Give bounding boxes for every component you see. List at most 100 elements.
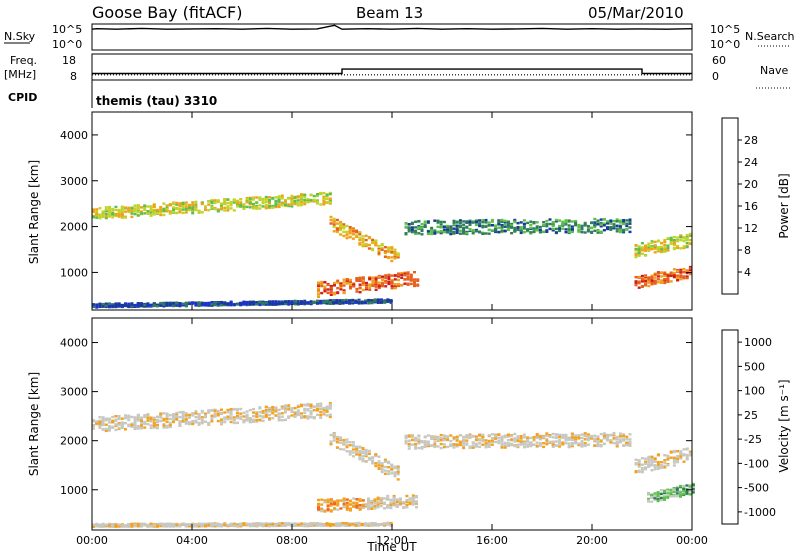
data-cell [373, 524, 377, 527]
data-cell [663, 248, 667, 251]
data-cell [494, 225, 498, 228]
data-cell [679, 278, 683, 281]
data-cell [675, 489, 679, 492]
data-cell [172, 208, 175, 211]
data-cell [669, 242, 673, 245]
data-cell [679, 247, 683, 250]
data-cell [446, 435, 450, 438]
data-cell [252, 300, 255, 304]
data-cell [274, 414, 278, 417]
data-cell [316, 193, 319, 196]
data-cell [522, 227, 526, 230]
data-cell [371, 459, 375, 462]
data-cell [471, 221, 475, 224]
data-cell [277, 302, 281, 306]
data-cell [672, 268, 676, 271]
data-cell [545, 222, 549, 226]
data-cell [216, 200, 220, 204]
data-cell [316, 302, 319, 305]
data-cell [593, 225, 597, 229]
data-cell [650, 460, 654, 463]
data-cell [471, 444, 475, 447]
data-cell [197, 413, 201, 416]
data-cell [159, 211, 163, 214]
data-cell [130, 425, 134, 428]
data-cell [471, 231, 475, 234]
data-cell [323, 510, 327, 513]
data-cell [637, 247, 641, 250]
data-cell [143, 415, 147, 419]
data-cell [284, 406, 287, 409]
data-cell [387, 472, 391, 476]
data-cell [306, 301, 310, 304]
data-cell [413, 284, 416, 288]
data-cell [349, 509, 352, 512]
data-cell [329, 504, 333, 507]
data-cell [312, 522, 316, 525]
data-cell [290, 409, 294, 412]
data-cell [280, 415, 284, 418]
data-cell [574, 220, 578, 223]
data-cell [430, 437, 434, 441]
data-cell [452, 221, 456, 224]
y-tick-label: 1000 [60, 266, 88, 279]
data-cell [392, 494, 396, 498]
data-cell [229, 522, 233, 526]
data-cell [408, 502, 412, 506]
data-cell [367, 458, 371, 461]
data-cell [258, 419, 262, 422]
data-cell [255, 301, 259, 304]
data-cell [376, 524, 380, 527]
data-cell [618, 230, 622, 234]
data-cell [399, 498, 402, 502]
data-cell [389, 506, 393, 510]
data-cell [380, 248, 384, 251]
data-cell [580, 433, 584, 436]
data-cell [561, 220, 565, 223]
data-cell [377, 252, 381, 255]
data-cell [364, 460, 368, 463]
data-cell [355, 502, 359, 505]
data-cell [551, 229, 555, 232]
data-cell [204, 524, 207, 527]
data-cell [303, 198, 307, 202]
data-cell [407, 439, 411, 442]
data-cell [364, 301, 367, 305]
data-cell [545, 438, 549, 441]
data-cell [596, 221, 600, 224]
data-cell [609, 222, 613, 225]
data-cell [319, 302, 323, 305]
data-cell [300, 196, 303, 200]
data-cell [255, 524, 259, 528]
data-cell [210, 408, 214, 412]
data-cell [239, 203, 243, 207]
data-cell [612, 441, 616, 445]
data-cell [117, 215, 121, 218]
data-cell [615, 227, 619, 230]
data-cell [197, 417, 201, 421]
data-cell [393, 251, 397, 254]
data-cell [370, 524, 374, 527]
data-cell [373, 522, 377, 525]
data-cell [551, 443, 555, 446]
data-cell [120, 417, 124, 420]
data-cell [296, 404, 300, 407]
data-cell [426, 221, 430, 224]
data-cell [364, 453, 368, 456]
data-cell [663, 491, 666, 495]
data-cell [644, 279, 648, 283]
data-cell [634, 462, 638, 465]
data-cell [136, 425, 140, 428]
data-cell [245, 419, 249, 422]
data-cell [316, 299, 319, 303]
data-cell [239, 201, 243, 204]
data-cell [184, 208, 188, 211]
data-cell [101, 427, 105, 431]
data-cell [468, 223, 472, 226]
data-cell [104, 423, 108, 426]
data-cell [367, 497, 370, 500]
data-cell [452, 223, 456, 226]
data-cell [676, 450, 680, 453]
data-cell [490, 436, 494, 440]
